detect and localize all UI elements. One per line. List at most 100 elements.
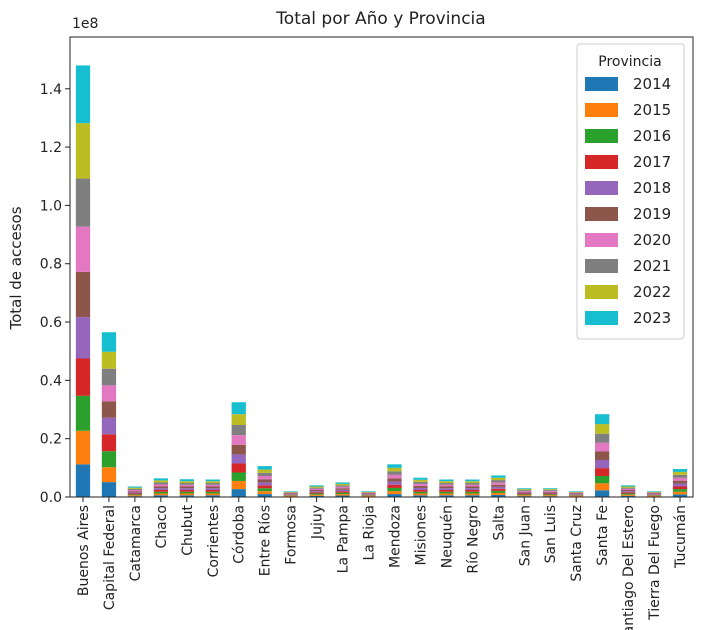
bar-segment: [646, 495, 662, 496]
bar-segment: [257, 491, 272, 495]
legend-label: 2015: [633, 101, 671, 119]
bar-segment: [127, 494, 143, 496]
bar-segment: [335, 488, 350, 490]
x-tick-label: Santa Cruz: [569, 505, 585, 582]
bar-segment: [620, 492, 636, 494]
x-tick-label: Neuquén: [439, 505, 455, 568]
bar-segment: [309, 492, 324, 494]
bar-segment: [646, 492, 662, 494]
bar-segment: [257, 488, 272, 492]
bar-segment: [231, 424, 246, 436]
bar-segment: [361, 491, 376, 492]
bars-group: [75, 65, 688, 497]
legend: Provincia 201420152016201720182019202020…: [576, 43, 685, 340]
bar-segment: [153, 484, 168, 487]
bar-segment: [569, 492, 584, 494]
bar-segment: [205, 488, 220, 490]
bar-segment: [413, 487, 428, 490]
bar-segment: [257, 472, 272, 477]
bar-segment: [75, 65, 91, 124]
y-tick-label: 1.0: [40, 198, 62, 214]
x-tick-label: Salta: [491, 505, 507, 540]
bar-segment: [439, 479, 454, 482]
bar-segment: [205, 483, 220, 485]
bar-segment: [413, 481, 428, 484]
bar-segment: [646, 493, 662, 495]
bar-segment: [620, 494, 636, 496]
bar-segment: [309, 488, 324, 491]
bar-segment: [309, 494, 324, 496]
bar-segment: [543, 490, 558, 491]
bar-segment: [491, 482, 506, 485]
bar-segment: [361, 494, 376, 496]
bar-segment: [569, 494, 584, 496]
bar-segment: [491, 480, 506, 483]
legend-swatch: [585, 207, 618, 221]
bar-segment: [101, 401, 117, 418]
bar-segment: [569, 491, 584, 492]
bar-segment: [335, 483, 350, 486]
bar-segment: [517, 491, 532, 493]
bar-segment: [179, 491, 194, 494]
bar-segment: [517, 495, 532, 497]
bar-segment: [387, 467, 402, 472]
bar-segment: [309, 495, 324, 497]
bar-segment: [257, 494, 272, 497]
x-tick-label: Tierra Del Fuego: [647, 505, 663, 621]
bar-segment: [595, 459, 610, 469]
bar-segment: [595, 483, 610, 491]
x-tick-label: Chubut: [180, 505, 196, 556]
bar-segment: [179, 488, 194, 490]
bar-segment: [257, 485, 272, 489]
bar-segment: [620, 487, 636, 489]
bar-segment: [413, 479, 428, 482]
legend-swatch: [585, 77, 618, 91]
bar-segment: [153, 480, 168, 483]
bar-segment: [439, 491, 454, 494]
x-tick-label: Chaco: [154, 505, 170, 549]
bar-segment: [75, 430, 91, 465]
bar-segment: [179, 490, 194, 492]
bar-segment: [127, 486, 143, 488]
bar-segment: [620, 491, 636, 493]
bar-segment: [231, 414, 246, 425]
bar-segment: [543, 488, 558, 490]
legend-label: 2014: [633, 75, 671, 93]
bar-segment: [413, 483, 428, 486]
chart-title: Total por Año y Provincia: [275, 9, 485, 29]
bar-segment: [179, 479, 194, 482]
bar-segment: [672, 494, 688, 497]
bar-segment: [179, 483, 194, 485]
legend-label: 2020: [633, 231, 671, 249]
bar-segment: [335, 495, 350, 497]
bar-segment: [205, 479, 220, 482]
legend-swatch: [585, 259, 618, 273]
bar-segment: [361, 495, 376, 497]
bar-segment: [491, 477, 506, 481]
bar-segment: [231, 463, 246, 473]
x-tick-label: Entre Ríos: [258, 505, 274, 576]
bar-segment: [153, 495, 168, 497]
bar-segment: [257, 476, 272, 480]
x-tick-label: San Luis: [543, 505, 559, 563]
bar-segment: [672, 486, 688, 490]
bar-segment: [335, 494, 350, 496]
bar-segment: [491, 475, 506, 478]
bar-segment: [387, 487, 402, 492]
bar-segment: [205, 481, 220, 483]
legend-label: 2019: [633, 205, 671, 223]
x-tick-label: Catamarca: [128, 505, 144, 581]
bar-segment: [179, 486, 194, 489]
bar-segment: [231, 480, 246, 490]
bar-segment: [309, 490, 324, 492]
x-tick-label: La Rioja: [362, 505, 378, 560]
bar-segment: [361, 493, 376, 495]
legend-label: 2016: [633, 127, 671, 145]
bar-segment: [387, 491, 402, 495]
bar-segment: [153, 491, 168, 494]
legend-label: 2021: [633, 257, 671, 275]
bar-segment: [387, 474, 402, 479]
bar-segment: [517, 488, 532, 490]
bar-segment: [283, 492, 298, 493]
bar-segment: [672, 477, 688, 481]
